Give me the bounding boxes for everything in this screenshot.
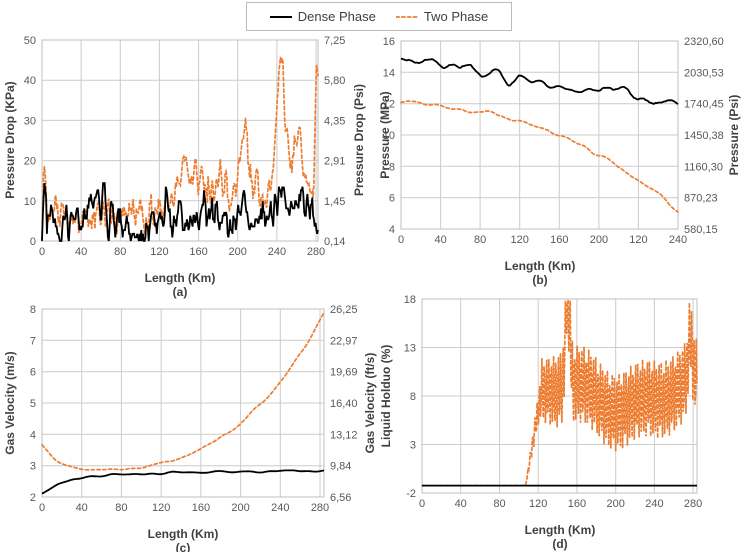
svg-text:120: 120 (629, 234, 647, 246)
svg-text:0: 0 (39, 246, 45, 258)
svg-text:4: 4 (389, 224, 395, 236)
svg-text:280: 280 (311, 502, 329, 514)
svg-text:5,80: 5,80 (324, 75, 345, 87)
svg-text:2,91: 2,91 (324, 156, 345, 168)
svg-text:4: 4 (30, 429, 36, 441)
svg-text:13: 13 (404, 343, 416, 355)
svg-text:40: 40 (434, 234, 446, 246)
svg-text:580,15: 580,15 (684, 224, 718, 236)
svg-text:200: 200 (231, 502, 249, 514)
svg-text:2320,60: 2320,60 (684, 36, 724, 48)
svg-text:0: 0 (39, 502, 45, 514)
svg-text:200: 200 (607, 498, 625, 510)
svg-text:240: 240 (669, 234, 687, 246)
svg-text:40: 40 (455, 498, 467, 510)
svg-text:240: 240 (268, 246, 286, 258)
svg-text:10: 10 (24, 196, 36, 208)
svg-text:80: 80 (115, 502, 127, 514)
svg-text:40: 40 (76, 502, 88, 514)
svg-text:120: 120 (152, 502, 170, 514)
svg-text:7: 7 (30, 335, 36, 347)
svg-text:120: 120 (529, 498, 547, 510)
svg-text:40: 40 (24, 75, 36, 87)
svg-text:200: 200 (229, 246, 247, 258)
svg-text:19,69: 19,69 (330, 367, 358, 379)
svg-text:2: 2 (30, 492, 36, 504)
svg-text:160: 160 (550, 234, 568, 246)
svg-text:1450,38: 1450,38 (684, 130, 724, 142)
svg-text:160: 160 (189, 246, 207, 258)
svg-text:1160,30: 1160,30 (684, 161, 723, 173)
svg-text:3: 3 (410, 440, 416, 452)
svg-text:8: 8 (410, 391, 416, 403)
svg-text:3: 3 (30, 461, 36, 473)
svg-text:4,35: 4,35 (324, 115, 345, 127)
svg-text:80: 80 (474, 234, 486, 246)
svg-text:0: 0 (30, 236, 36, 248)
svg-text:160: 160 (192, 502, 210, 514)
svg-text:6,56: 6,56 (330, 492, 351, 504)
svg-text:-2: -2 (406, 488, 416, 500)
svg-text:5: 5 (30, 398, 36, 410)
svg-text:50: 50 (24, 35, 36, 47)
svg-text:7,25: 7,25 (324, 35, 345, 47)
svg-text:200: 200 (590, 234, 608, 246)
svg-text:0: 0 (419, 498, 425, 510)
svg-text:0,14: 0,14 (324, 236, 345, 248)
svg-text:16,40: 16,40 (330, 398, 358, 410)
svg-text:280: 280 (684, 498, 702, 510)
svg-text:13,12: 13,12 (330, 429, 358, 441)
svg-text:26,25: 26,25 (330, 304, 358, 316)
svg-text:240: 240 (645, 498, 663, 510)
svg-text:20: 20 (24, 156, 36, 168)
svg-text:120: 120 (511, 234, 529, 246)
svg-text:1,45: 1,45 (324, 196, 345, 208)
svg-text:16: 16 (383, 36, 395, 48)
svg-text:30: 30 (24, 115, 36, 127)
svg-text:2030,53: 2030,53 (684, 67, 724, 79)
svg-text:18: 18 (404, 294, 416, 306)
svg-text:870,23: 870,23 (684, 193, 718, 205)
svg-text:40: 40 (75, 246, 87, 258)
svg-text:120: 120 (150, 246, 168, 258)
svg-text:22,97: 22,97 (330, 335, 358, 347)
svg-text:0: 0 (398, 234, 404, 246)
svg-text:240: 240 (271, 502, 289, 514)
svg-text:1740,45: 1740,45 (684, 99, 724, 111)
svg-text:8: 8 (30, 304, 36, 316)
svg-text:80: 80 (114, 246, 126, 258)
svg-text:160: 160 (568, 498, 586, 510)
svg-text:6: 6 (30, 367, 36, 379)
svg-text:80: 80 (493, 498, 505, 510)
svg-text:280: 280 (307, 246, 325, 258)
svg-text:9,84: 9,84 (330, 461, 351, 473)
